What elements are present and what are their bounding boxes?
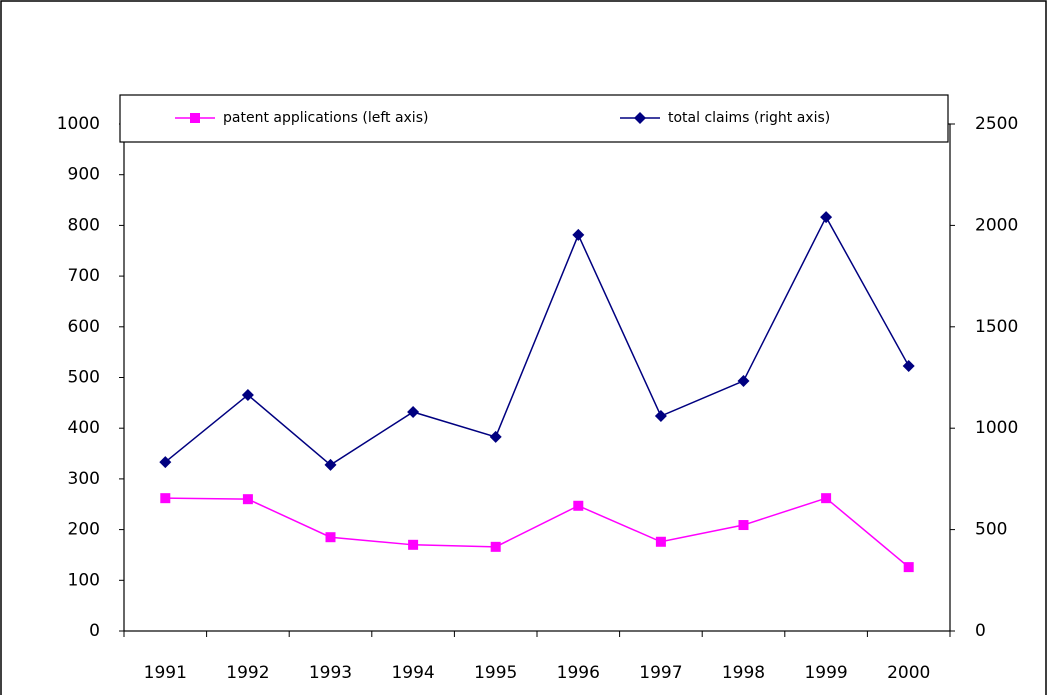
x-tick-label: 1999: [804, 663, 847, 683]
series-line: [165, 497, 910, 568]
y-tick-label: 500: [68, 368, 100, 388]
y-tick-label: 100: [68, 570, 100, 590]
data-point: [159, 456, 172, 469]
y-tick-label: 0: [89, 621, 100, 641]
data-point: [572, 228, 585, 241]
y2-tick-label: 1500: [975, 317, 1018, 337]
legend-marker: [190, 113, 200, 123]
y-tick-label: 1000: [57, 114, 100, 134]
legend-label: total claims (right axis): [668, 110, 830, 126]
data-point: [738, 520, 749, 531]
data-point: [902, 359, 915, 372]
data-point: [489, 430, 502, 443]
y-tick-label: 700: [68, 266, 100, 286]
y-tick-label: 600: [68, 317, 100, 337]
x-tick-label: 1992: [226, 663, 269, 683]
data-point: [573, 500, 584, 511]
data-point: [324, 458, 337, 471]
data-point: [655, 536, 666, 547]
data-point: [737, 374, 750, 387]
series-line: [164, 215, 910, 466]
y2-tick-label: 0: [975, 621, 986, 641]
data-point: [903, 562, 914, 573]
legend-box: [119, 94, 949, 143]
y-tick-label: 300: [68, 469, 100, 489]
data-point: [408, 539, 419, 550]
y2-tick-label: 1000: [975, 418, 1018, 438]
x-tick-label: 1997: [639, 663, 682, 683]
x-tick-label: 2000: [887, 663, 930, 683]
data-point: [325, 532, 336, 543]
legend-label: patent applications (left axis): [223, 110, 428, 126]
x-tick-label: 1996: [557, 663, 600, 683]
data-point: [490, 541, 501, 552]
data-point: [654, 410, 667, 423]
x-tick-label: 1998: [722, 663, 765, 683]
data-point: [820, 211, 833, 224]
y-tick-label: 900: [68, 165, 100, 185]
x-tick-label: 1991: [144, 663, 187, 683]
data-point: [241, 388, 254, 401]
legend: patent applications (left axis) total cla…: [119, 94, 949, 143]
data-point: [407, 405, 420, 418]
x-tick-label: 1993: [309, 663, 352, 683]
plot-content: 0 100 200 300 400 500 600 700 800 900 1000 0 500 1000…: [57, 114, 1019, 683]
x-tick-label: 1995: [474, 663, 517, 683]
y-tick-label: 200: [68, 520, 100, 540]
data-point: [821, 493, 832, 504]
data-point: [242, 494, 253, 505]
y-tick-label: 400: [68, 418, 100, 438]
y2-tick-label: 2000: [975, 215, 1018, 235]
data-point: [160, 493, 171, 504]
x-tick-label: 1994: [391, 663, 434, 683]
y2-tick-label: 2500: [975, 114, 1018, 134]
legend-marker: [634, 112, 646, 124]
y2-tick-label: 500: [975, 520, 1007, 540]
y-tick-label: 800: [68, 215, 100, 235]
